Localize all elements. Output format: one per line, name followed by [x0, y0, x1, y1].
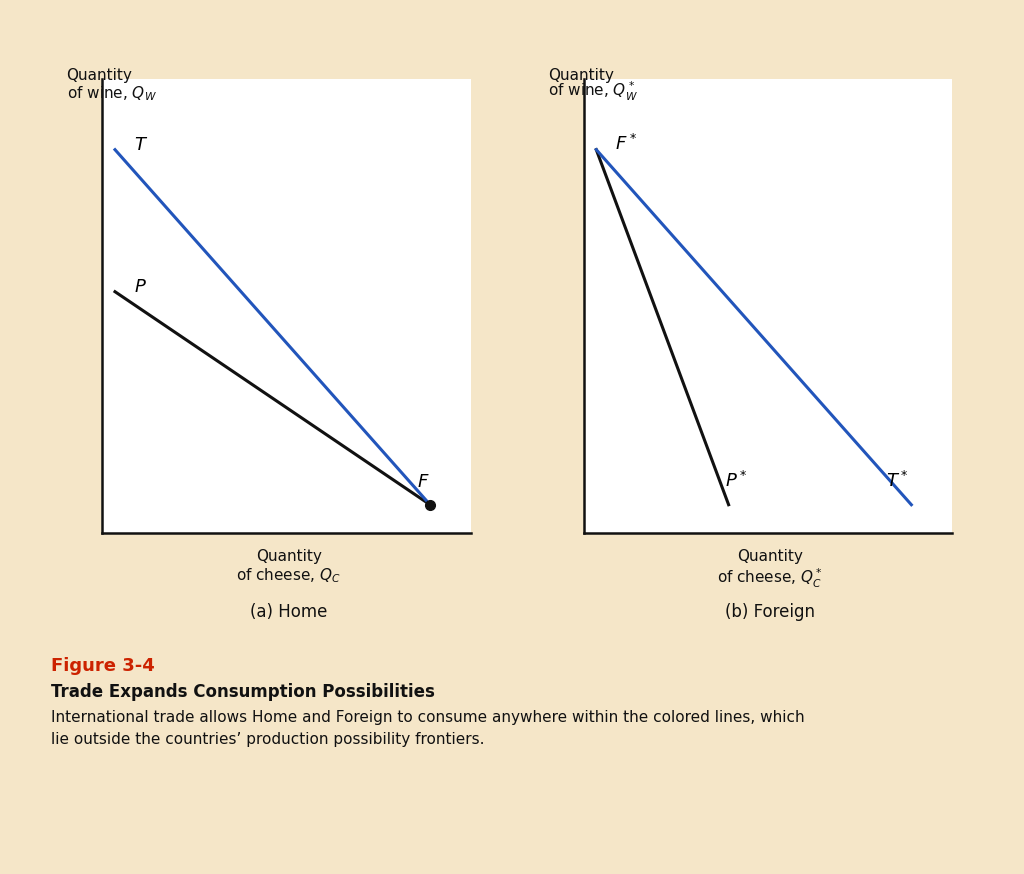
Text: $F$: $F$ [418, 473, 430, 490]
Text: $T$: $T$ [134, 136, 148, 155]
Text: $F^*$: $F^*$ [615, 135, 637, 155]
Text: (a) Home: (a) Home [250, 603, 328, 621]
Text: of cheese, $Q_C$: of cheese, $Q_C$ [237, 566, 341, 585]
Text: Quantity: Quantity [548, 68, 613, 83]
Text: (b) Foreign: (b) Foreign [725, 603, 815, 621]
Text: Quantity: Quantity [67, 68, 132, 83]
Text: Quantity: Quantity [256, 549, 322, 564]
Text: Figure 3-4: Figure 3-4 [51, 657, 155, 676]
Text: Quantity: Quantity [737, 549, 803, 564]
Text: $P$: $P$ [134, 279, 146, 296]
Text: of wine, $Q_W$: of wine, $Q_W$ [67, 85, 157, 103]
Text: $T^*$: $T^*$ [886, 470, 908, 490]
Text: International trade allows Home and Foreign to consume anywhere within the color: International trade allows Home and Fore… [51, 710, 805, 747]
Text: $P^*$: $P^*$ [725, 470, 748, 490]
Text: of wine, $Q_W^*$: of wine, $Q_W^*$ [548, 80, 638, 103]
Text: of cheese, $Q_C^*$: of cheese, $Q_C^*$ [717, 566, 823, 590]
Text: Trade Expands Consumption Possibilities: Trade Expands Consumption Possibilities [51, 683, 435, 702]
